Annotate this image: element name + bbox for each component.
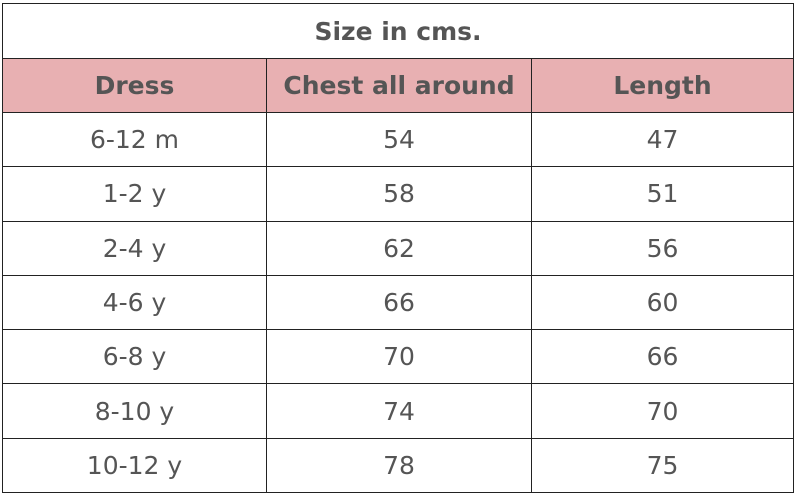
cell-chest: 66	[266, 274, 532, 331]
cell-chest: 54	[266, 111, 532, 168]
table-row: 8-10 y 74 70	[2, 383, 794, 439]
cell-chest: 74	[266, 383, 532, 439]
cell-dress: 10-12 y	[2, 437, 267, 494]
table-row: 6-12 m 54 47	[2, 111, 794, 168]
cell-chest: 70	[266, 329, 532, 385]
column-header-dress: Dress	[2, 58, 267, 113]
cell-dress: 1-2 y	[2, 166, 267, 222]
cell-dress: 8-10 y	[2, 383, 267, 439]
cell-chest: 58	[266, 166, 532, 222]
cell-dress: 2-4 y	[2, 220, 267, 276]
cell-chest: 62	[266, 220, 532, 276]
cell-dress: 6-12 m	[2, 111, 267, 168]
cell-length: 47	[531, 111, 794, 168]
title-row: Size in cms.	[2, 3, 794, 59]
cell-length: 60	[531, 274, 794, 331]
cell-length: 70	[531, 383, 794, 439]
table-title: Size in cms.	[2, 3, 794, 59]
header-row: Dress Chest all around Length	[2, 58, 794, 113]
table-row: 4-6 y 66 60	[2, 274, 794, 331]
table-row: 6-8 y 70 66	[2, 329, 794, 385]
cell-chest: 78	[266, 437, 532, 494]
cell-length: 51	[531, 166, 794, 222]
table-row: 1-2 y 58 51	[2, 166, 794, 222]
size-chart-table: Size in cms. Dress Chest all around Leng…	[2, 3, 794, 494]
column-header-length: Length	[531, 58, 794, 113]
column-header-chest: Chest all around	[266, 58, 532, 113]
cell-length: 66	[531, 329, 794, 385]
cell-dress: 4-6 y	[2, 274, 267, 331]
table-row: 2-4 y 62 56	[2, 220, 794, 276]
table-row: 10-12 y 78 75	[2, 437, 794, 494]
cell-length: 56	[531, 220, 794, 276]
cell-dress: 6-8 y	[2, 329, 267, 385]
cell-length: 75	[531, 437, 794, 494]
